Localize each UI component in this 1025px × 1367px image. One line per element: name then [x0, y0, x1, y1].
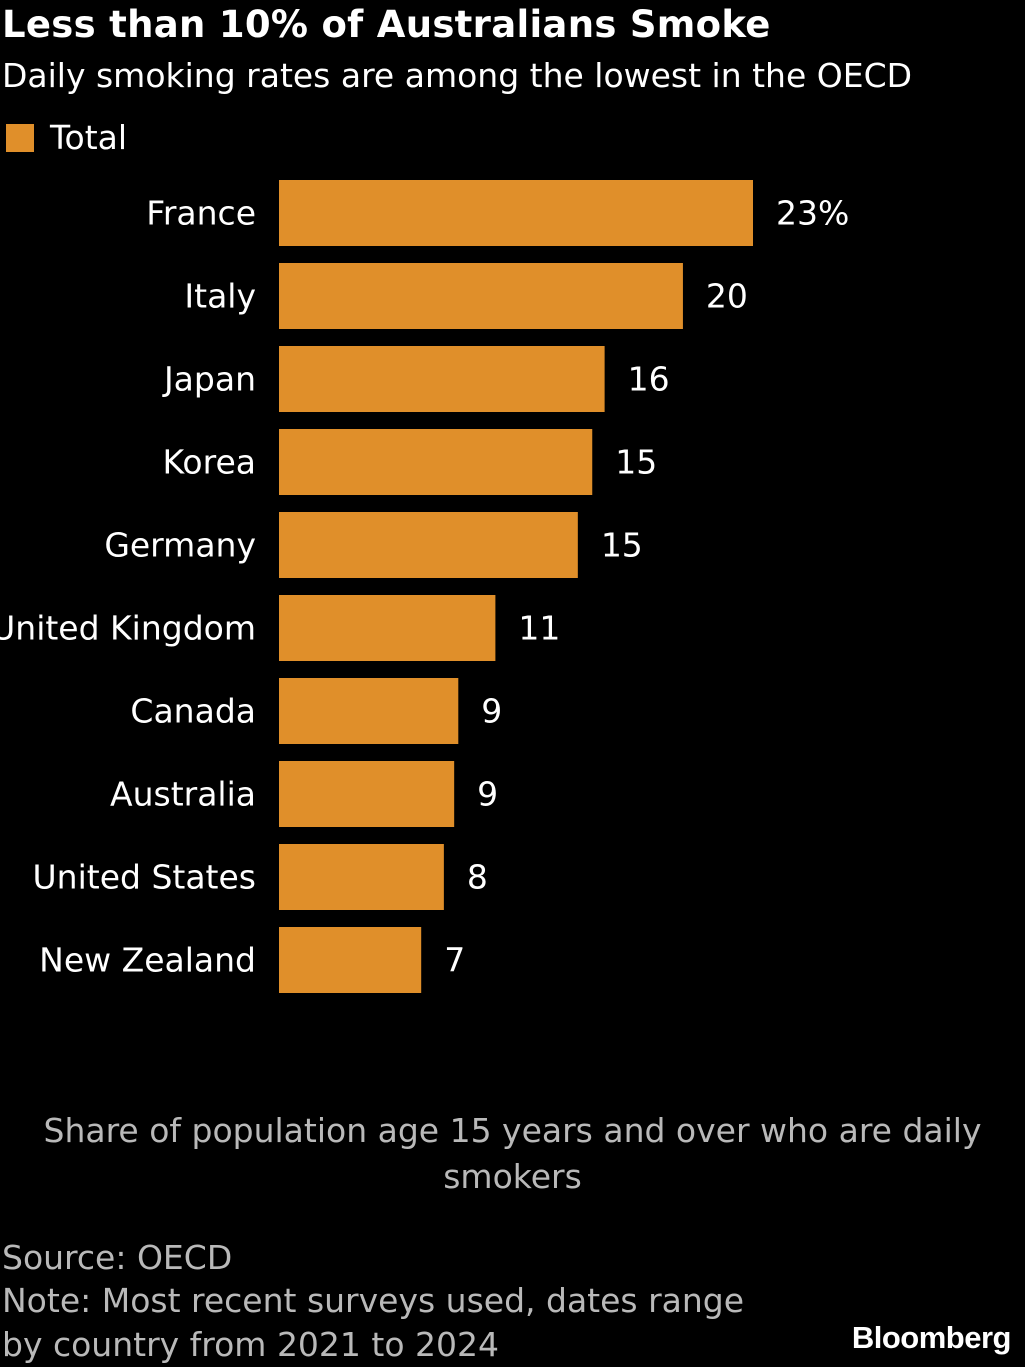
bar-chart: France 23% Italy 20 Japan 16 Korea 15 Germany 15 U…	[0, 180, 849, 993]
category-label: United States	[33, 858, 256, 897]
data-label: 23%	[776, 194, 849, 233]
chart-subtitle: Daily smoking rates are among the lowest…	[2, 56, 913, 95]
bar	[279, 844, 444, 910]
data-label: 20	[706, 277, 748, 316]
data-label: 11	[518, 609, 560, 648]
legend-swatch	[6, 124, 34, 152]
category-label: Germany	[104, 526, 256, 565]
bar	[279, 512, 578, 578]
data-label: 7	[444, 941, 465, 980]
category-label: Italy	[184, 277, 256, 316]
x-axis-label: Share of population age 15 years and ove…	[43, 1111, 982, 1196]
bar	[279, 927, 422, 993]
data-label: 15	[601, 526, 643, 565]
data-label: 15	[615, 443, 657, 482]
category-label: Australia	[110, 775, 256, 814]
survey-note: Note: Most recent surveys used, dates ra…	[2, 1281, 745, 1364]
category-label: Japan	[162, 360, 256, 399]
bar	[279, 595, 496, 661]
category-label: United Kingdom	[0, 609, 256, 648]
bar	[279, 263, 683, 329]
bar	[279, 761, 455, 827]
category-label: France	[146, 194, 256, 233]
category-label: Korea	[162, 443, 256, 482]
data-label: 8	[467, 858, 488, 897]
bar	[279, 180, 753, 246]
legend: Total	[6, 118, 127, 158]
bar	[279, 429, 593, 495]
category-label: New Zealand	[39, 941, 256, 980]
data-label: 9	[477, 775, 498, 814]
data-label: 16	[628, 360, 670, 399]
legend-label-total: Total	[50, 118, 128, 157]
bar	[279, 678, 459, 744]
data-label: 9	[481, 692, 502, 731]
bloomberg-logo: Bloomberg	[851, 1320, 1012, 1355]
source-note: Source: OECD	[2, 1238, 233, 1277]
category-label: Canada	[130, 692, 256, 731]
bar	[279, 346, 605, 412]
chart-title: Less than 10% of Australians Smoke	[2, 3, 771, 46]
